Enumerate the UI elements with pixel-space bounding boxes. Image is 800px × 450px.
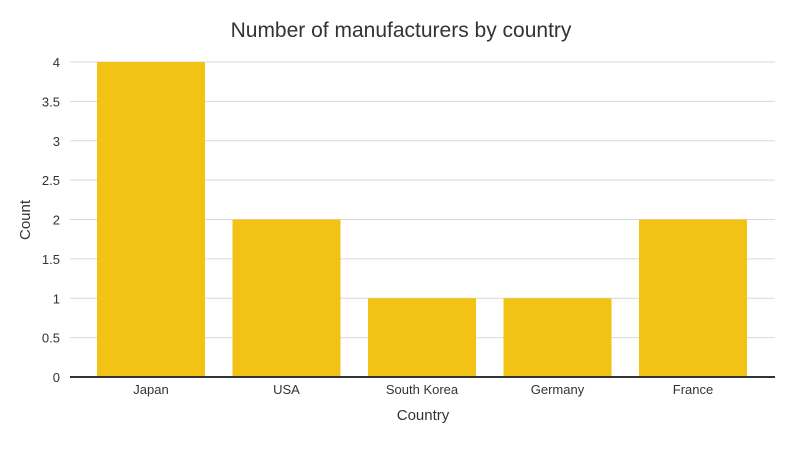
y-tick-label: 1.5 — [42, 252, 60, 267]
chart-title: Number of manufacturers by country — [231, 19, 572, 42]
bar-france — [639, 219, 747, 377]
y-tick-label: 2.5 — [42, 173, 60, 188]
y-tick-label: 0.5 — [42, 331, 60, 346]
y-tick-label: 4 — [53, 55, 60, 70]
bar-germany — [503, 298, 612, 377]
y-axis-label: Count — [17, 199, 34, 240]
bar-japan — [97, 62, 205, 377]
y-tick-label: 3.5 — [42, 94, 60, 109]
y-tick-label: 0 — [53, 370, 60, 385]
x-tick-label: Germany — [531, 382, 585, 397]
y-tick-label: 1 — [53, 291, 60, 306]
y-tick-label: 2 — [53, 213, 60, 228]
bar-south-korea — [368, 298, 476, 377]
bars — [97, 62, 747, 377]
y-tick-label: 3 — [53, 134, 60, 149]
x-tick-label: South Korea — [386, 382, 459, 397]
bar-usa — [232, 219, 341, 377]
x-tick-label: France — [673, 382, 713, 397]
x-tick-label: USA — [273, 382, 300, 397]
x-axis-label: Country — [397, 407, 450, 424]
x-axis-ticks: Japan USA South Korea Germany France — [133, 382, 713, 397]
y-axis-ticks: 0 0.5 1 1.5 2 2.5 3 3.5 4 — [42, 55, 60, 385]
x-tick-label: Japan — [133, 382, 168, 397]
